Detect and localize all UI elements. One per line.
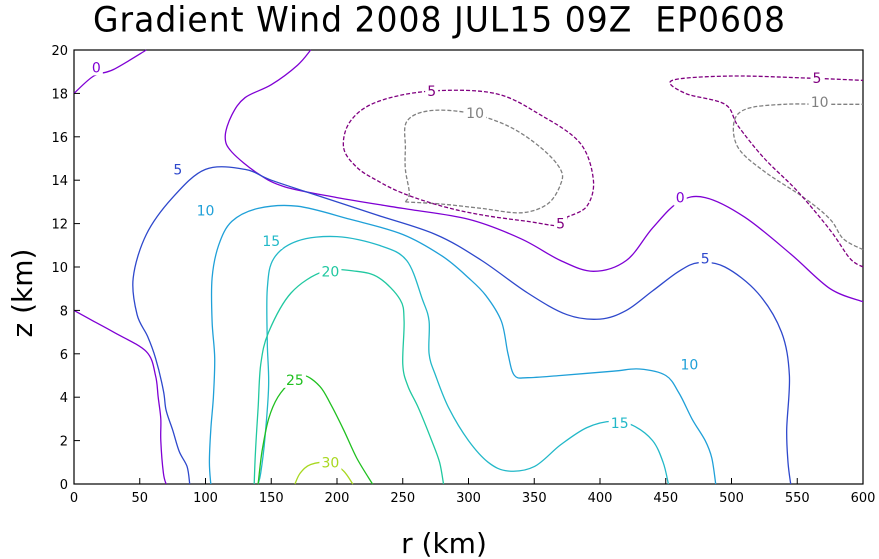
contour-label-background: [808, 94, 831, 111]
contour-line: [253, 268, 445, 485]
contour-line: [73, 309, 167, 485]
contour-label: 15: [262, 234, 280, 250]
contour-line: [669, 75, 864, 268]
contour-label-background: [283, 371, 306, 388]
y-tick-label: 10: [51, 261, 68, 276]
contour-label-background: [673, 189, 687, 206]
contour-label: 0: [92, 60, 101, 76]
y-tick-label: 20: [51, 44, 68, 59]
contour-line: [257, 235, 670, 485]
contour-label-background: [319, 263, 342, 280]
x-tick-label: 350: [522, 491, 547, 506]
x-tick-label: 450: [653, 491, 678, 506]
contour-line: [132, 166, 792, 485]
y-tick-label: 2: [60, 435, 68, 450]
contour-label: 25: [286, 373, 304, 389]
x-tick-label: 0: [70, 491, 78, 506]
contour-label-background: [171, 161, 185, 178]
y-tick-label: 6: [60, 348, 68, 363]
contour-label-background: [194, 202, 217, 219]
y-axis-label: z (km): [6, 249, 39, 338]
x-tick-label: 600: [851, 491, 876, 506]
x-tick-label: 150: [259, 491, 284, 506]
contour-label: 20: [322, 264, 340, 280]
contour-label: 0: [676, 191, 685, 207]
contour-label: 5: [427, 84, 436, 100]
contour-label: 15: [611, 416, 629, 432]
contour-label: 30: [322, 455, 340, 471]
contour-label-background: [260, 232, 283, 249]
contour-label: 5: [701, 251, 710, 267]
contour-line: [403, 109, 564, 214]
y-axis-ticks: 0 2 4 6 8 10 12 14 16 18 20: [51, 44, 80, 493]
y-tick-label: 18: [51, 87, 68, 102]
contour-line: [208, 204, 717, 485]
contour-label: 10: [811, 95, 829, 111]
y-tick-label: 12: [51, 218, 68, 233]
contour-label: 5: [173, 162, 182, 178]
contour-line: [342, 89, 595, 227]
chart-title: Gradient Wind 2008 JUL15 09Z EP0608: [92, 0, 787, 40]
y-tick-label: 16: [51, 131, 68, 146]
contour-label-background: [425, 83, 439, 100]
x-tick-label: 500: [719, 491, 744, 506]
contour-line: [257, 374, 374, 485]
y-tick-label: 4: [60, 391, 68, 406]
contour-label-background: [698, 250, 712, 267]
x-tick-label: 550: [785, 491, 810, 506]
y-tick-label: 14: [51, 174, 68, 189]
contour-label-background: [678, 356, 701, 373]
x-tick-label: 300: [456, 491, 481, 506]
contour-label: 10: [466, 106, 484, 122]
x-tick-label: 200: [325, 491, 350, 506]
contour-label-background: [319, 454, 342, 471]
contour-label: 5: [813, 71, 822, 87]
x-tick-label: 100: [193, 491, 218, 506]
contour-label-background: [810, 70, 824, 87]
x-axis-ticks: 0 50 100 150 200 250 300 350 400 450 500 550 600: [70, 478, 876, 506]
x-tick-label: 50: [131, 491, 148, 506]
contour-label: 10: [681, 358, 699, 374]
x-tick-label: 400: [588, 491, 613, 506]
contour-label-background: [464, 104, 487, 121]
y-tick-label: 8: [60, 304, 68, 319]
x-tick-label: 250: [390, 491, 415, 506]
contour-line: [732, 103, 864, 251]
contour-line: [73, 49, 147, 94]
x-axis-label: r (km): [401, 527, 487, 559]
contour-label-background: [89, 59, 103, 76]
contour-label: 10: [197, 204, 215, 220]
y-tick-label: 0: [60, 478, 68, 493]
contour-label-background: [554, 215, 568, 232]
contour-label: 5: [556, 217, 565, 233]
contour-lines: [73, 49, 864, 485]
contour-labels: 10 10 5 5 5 0 0 5 5 10 10 15 15 20 25 30: [89, 59, 831, 471]
contour-label-background: [608, 415, 631, 432]
contour-line: [224, 49, 864, 303]
